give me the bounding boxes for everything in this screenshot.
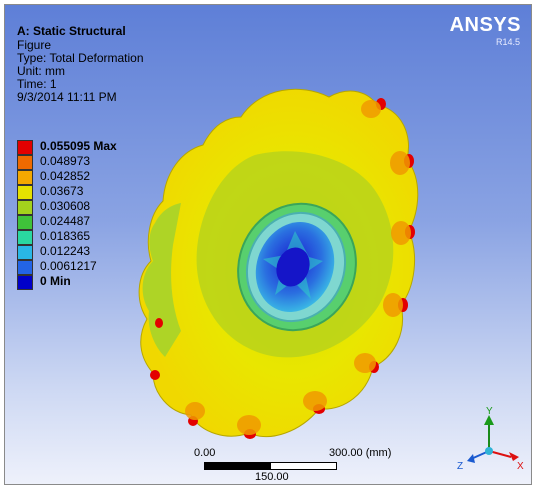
hub-core [276, 247, 310, 287]
side-face [142, 203, 181, 357]
legend-value: 0.0061217 [40, 259, 97, 273]
version-label: R14.5 [495, 37, 520, 47]
legend-swatch [17, 140, 33, 155]
legend-swatch [17, 275, 33, 290]
legend-swatch [17, 155, 33, 170]
ansys-logo: ANSYS [449, 14, 521, 36]
scale-bar-fill [205, 463, 271, 469]
axis-triad[interactable]: Y X Z [453, 403, 527, 473]
time-label: Time: 1 [17, 77, 57, 91]
graphics-viewport[interactable]: A: Static Structural Figure Type: Total … [4, 4, 532, 485]
legend-value: 0.042852 [40, 169, 91, 183]
legend-swatch [17, 185, 33, 200]
unit-label: Unit: mm [17, 64, 65, 78]
legend-value: 0.018365 [40, 229, 91, 243]
figure-label: Figure [17, 38, 52, 52]
warm-spots [185, 100, 411, 435]
triad-y-label: Y [486, 406, 493, 417]
legend-value: 0.030608 [40, 199, 91, 213]
scale-bar [204, 462, 337, 470]
legend-max: 0.055095 Max [40, 139, 117, 153]
legend-value: 0.048973 [40, 154, 91, 168]
legend-swatch [17, 230, 33, 245]
legend-swatch [17, 170, 33, 185]
legend-min: 0 Min [40, 274, 71, 288]
legend-swatch [17, 260, 33, 275]
legend-value: 0.024487 [40, 214, 91, 228]
legend-value: 0.03673 [40, 184, 84, 198]
scale-right-label: 300.00 (mm) [329, 447, 392, 459]
result-type: Type: Total Deformation [17, 51, 144, 65]
triad-x-label: X [517, 461, 524, 472]
legend-value: 0.012243 [40, 244, 91, 258]
legend-swatch [17, 245, 33, 260]
deformation-model[interactable] [5, 5, 532, 485]
scale-mid-label: 150.00 [255, 471, 289, 483]
triad-z-label: Z [457, 461, 463, 472]
legend-swatch [17, 200, 33, 215]
scale-left-label: 0.00 [194, 447, 216, 459]
analysis-title: A: Static Structural [17, 24, 126, 38]
legend-swatch [17, 215, 33, 230]
timestamp: 9/3/2014 11:11 PM [17, 90, 117, 104]
